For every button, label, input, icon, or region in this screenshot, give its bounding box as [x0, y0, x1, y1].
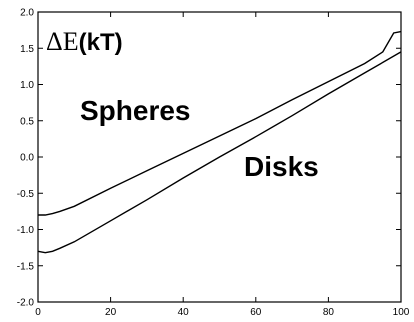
- y-axis-label-symbol: ΔE: [46, 27, 79, 56]
- y-tick-label: 0.0: [20, 153, 34, 164]
- x-tick-label: 100: [393, 307, 410, 318]
- x-tick-labels: 0 20 40 60 80 100: [35, 307, 410, 318]
- axis-ticks: [37, 11, 402, 303]
- y-axis-label-unit: (kT): [79, 29, 123, 56]
- y-axis-label: ΔE(kT): [46, 27, 123, 56]
- y-tick-label: 1.5: [20, 44, 34, 55]
- y-tick-label: -2.0: [17, 298, 35, 309]
- y-tick-label: -1.5: [17, 261, 35, 272]
- annotation-spheres: Spheres: [80, 95, 191, 126]
- x-tick-label: 80: [323, 307, 335, 318]
- y-tick-label: 0.5: [20, 116, 34, 127]
- y-tick-labels: 2.0 1.5 1.0 0.5 0.0 -0.5 -1.0 -1.5 -2.0: [17, 8, 35, 309]
- y-tick-label: 2.0: [20, 8, 34, 19]
- series-line-spheres: [38, 30, 402, 216]
- x-tick-label: 20: [105, 307, 117, 318]
- y-tick-label: -0.5: [17, 189, 35, 200]
- series-line-disks: [37, 51, 402, 254]
- y-tick-label: -1.0: [17, 225, 35, 236]
- annotation-disks: Disks: [244, 151, 319, 182]
- series-lines: [37, 30, 402, 254]
- x-tick-label: 60: [250, 307, 262, 318]
- x-tick-label: 40: [178, 307, 190, 318]
- x-tick-label: 0: [35, 307, 41, 318]
- y-tick-label: 1.0: [20, 80, 34, 91]
